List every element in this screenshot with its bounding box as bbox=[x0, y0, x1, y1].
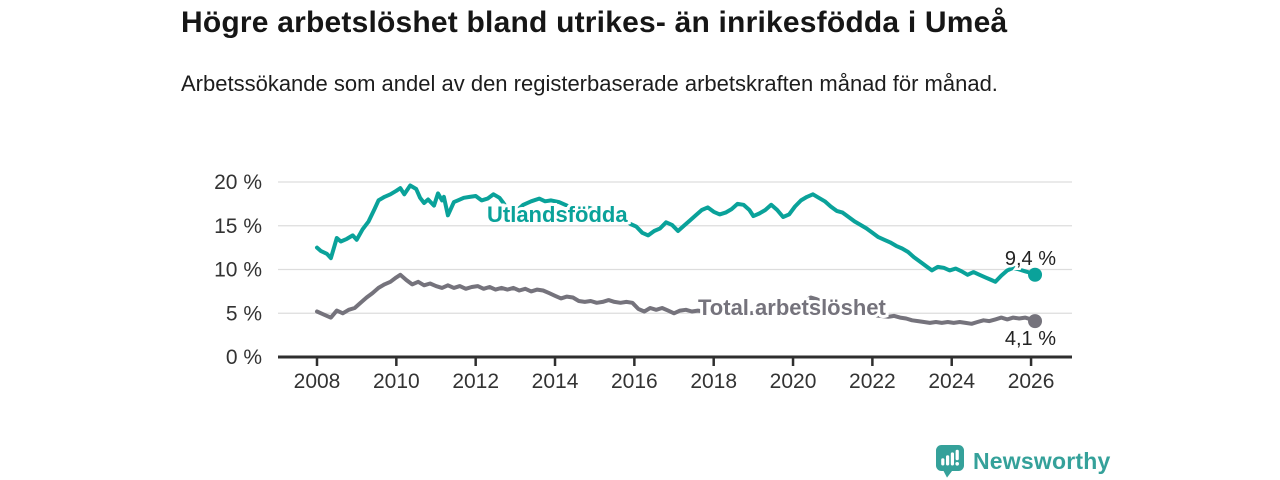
x-tick-label: 2012 bbox=[452, 370, 499, 393]
y-tick-label: 20 % bbox=[214, 171, 262, 194]
newsworthy-brand-text: Newsworthy bbox=[973, 448, 1111, 474]
x-tick-label: 2014 bbox=[532, 370, 579, 393]
series-label-total: Total arbetslöshet bbox=[698, 295, 887, 320]
y-tick-label: 0 % bbox=[226, 346, 262, 369]
x-tick-label: 2008 bbox=[294, 370, 341, 393]
series-label-utlandsfodda: Utlandsfödda bbox=[487, 202, 628, 227]
x-tick-label: 2026 bbox=[1008, 370, 1055, 393]
x-tick-label: 2024 bbox=[928, 370, 975, 393]
series-end-dot bbox=[1028, 314, 1043, 329]
series-end-value-label: 9,4 % bbox=[1005, 248, 1056, 270]
series-end-value-label: 4,1 % bbox=[1005, 328, 1056, 350]
x-tick-label: 2020 bbox=[770, 370, 817, 393]
newsworthy-logo[interactable]: Newsworthy bbox=[936, 445, 1110, 478]
bar-chart-speech-bubble-icon bbox=[936, 445, 964, 478]
y-tick-label: 10 % bbox=[214, 259, 262, 282]
series-end-dot bbox=[1028, 267, 1043, 282]
y-tick-label: 5 % bbox=[226, 302, 262, 325]
x-tick-label: 2010 bbox=[373, 370, 420, 393]
y-tick-label: 15 % bbox=[214, 215, 262, 238]
x-tick-label: 2022 bbox=[849, 370, 896, 393]
chart-subtitle: Arbetssökande som andel av den registerb… bbox=[181, 71, 998, 96]
series-line-utlandsfodda bbox=[315, 183, 1037, 284]
x-tick-label: 2016 bbox=[611, 370, 658, 393]
series-line-total bbox=[315, 272, 1037, 326]
x-tick-label: 2018 bbox=[690, 370, 737, 393]
page-title: Högre arbetslöshet bland utrikes- än inr… bbox=[181, 6, 1008, 39]
